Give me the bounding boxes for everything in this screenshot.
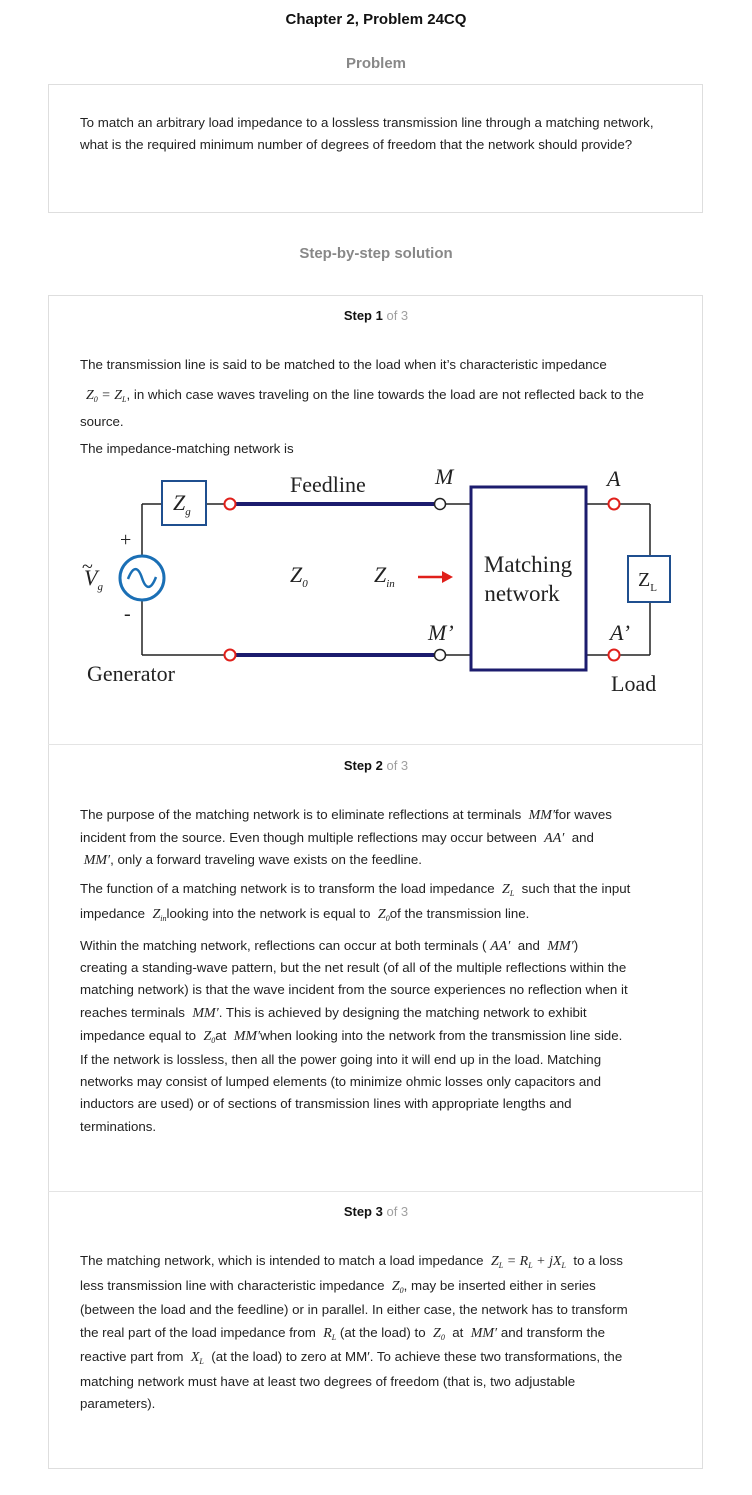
terminal-icon (607, 497, 621, 511)
step-3-line: less transmission line with characterist… (80, 1278, 596, 1295)
z0-equals-zl: Z0 = ZL (86, 388, 127, 404)
step-count: of 3 (386, 758, 409, 773)
step-1-paragraph-2: The impedance-matching network is (80, 441, 294, 456)
step-2-line: MM′, only a forward traveling wave exist… (83, 852, 422, 868)
terminal-icon (223, 497, 237, 511)
step-3-line: parameters). (80, 1396, 156, 1411)
vg-tilde: ~ (82, 556, 93, 578)
step-2-line: Within the matching network, reflections… (80, 938, 579, 954)
terminal-icon (607, 648, 621, 662)
feedline-label: Feedline (290, 472, 366, 497)
step-label: Step 1 (343, 308, 383, 323)
terminal-icon (223, 648, 237, 662)
step-2-line: impedance equal to Z0at MM′when looking … (80, 1028, 623, 1045)
zl-box (627, 555, 671, 603)
step-count: of 3 (386, 308, 409, 323)
matching-network-box (469, 485, 588, 672)
step-1-header: Step 1 of 3 (0, 308, 752, 323)
step-2-line: incident from the source. Even though mu… (80, 830, 594, 846)
problem-text: To match an arbitrary load impedance to … (80, 115, 654, 153)
m-prime-label: M’ (427, 620, 454, 645)
terminal-icon (433, 648, 447, 662)
step-2-line: impedance Zinlooking into the network is… (80, 906, 530, 923)
m-label: M (434, 464, 455, 489)
step-divider (48, 744, 703, 745)
terminal-icon (433, 497, 447, 511)
step-3-line: reactive part from XL (at the load) to z… (80, 1349, 623, 1366)
step-2-line: matching network) is that the wave incid… (80, 982, 628, 997)
zin-label: Zin (374, 562, 395, 590)
zg-box (161, 480, 207, 526)
step-2-line: inductors are used) or of sections of tr… (80, 1096, 572, 1111)
problem-heading: Problem (345, 55, 406, 72)
step-1-paragraph-1-cont: Z0 = ZL, in which case waves traveling o… (80, 387, 644, 430)
impedance-matching-diagram: Zg + - ~ Vg Feedline Generator M M’ A A’… (82, 464, 671, 696)
generator-label: Generator (87, 661, 176, 686)
step-3-line: the real part of the load impedance from… (80, 1325, 606, 1342)
step-count: of 3 (386, 1204, 409, 1219)
step-2-line: creating a standing-wave pattern, but th… (80, 960, 627, 975)
minus-sign: - (124, 603, 131, 625)
load-label: Load (611, 671, 656, 696)
step-3-header: Step 3 of 3 (0, 1204, 752, 1219)
chapter-title: Chapter 2, Problem 24CQ (285, 11, 467, 28)
step-2-header: Step 2 of 3 (0, 758, 752, 773)
step-3-line: matching network must have at least two … (80, 1374, 576, 1389)
solution-heading: Step-by-step solution (299, 245, 453, 262)
a-prime-label: A’ (608, 620, 630, 645)
matching-network-label-2: network (484, 581, 560, 606)
plus-sign: + (120, 529, 131, 551)
step-3-line: The matching network, which is intended … (80, 1253, 623, 1270)
a-label: A (605, 466, 621, 491)
z0-label: Z0 (290, 562, 308, 590)
solution-box (48, 295, 703, 1469)
step-2-line: The function of a matching network is to… (80, 881, 631, 898)
step-label: Step 2 (343, 758, 383, 773)
problem-box (48, 84, 703, 213)
step-divider (48, 1191, 703, 1192)
arrow-right-icon (442, 571, 453, 583)
matching-network-label-1: Matching (484, 552, 573, 577)
step-1-paragraph-1: The transmission line is said to be matc… (80, 357, 607, 372)
step-2-line: The purpose of the matching network is t… (80, 807, 612, 823)
step-label: Step 3 (343, 1204, 383, 1219)
step-2-line: reaches terminals MM′. This is achieved … (80, 1005, 587, 1021)
step-2-line: terminations. (80, 1119, 157, 1134)
step-2-line: networks may consist of lumped elements … (80, 1074, 602, 1089)
step-3-line: (between the load and the feedline) or i… (80, 1302, 628, 1317)
vg-label: Vg (84, 565, 103, 593)
step-2-line: If the network is lossless, then all the… (80, 1052, 602, 1067)
